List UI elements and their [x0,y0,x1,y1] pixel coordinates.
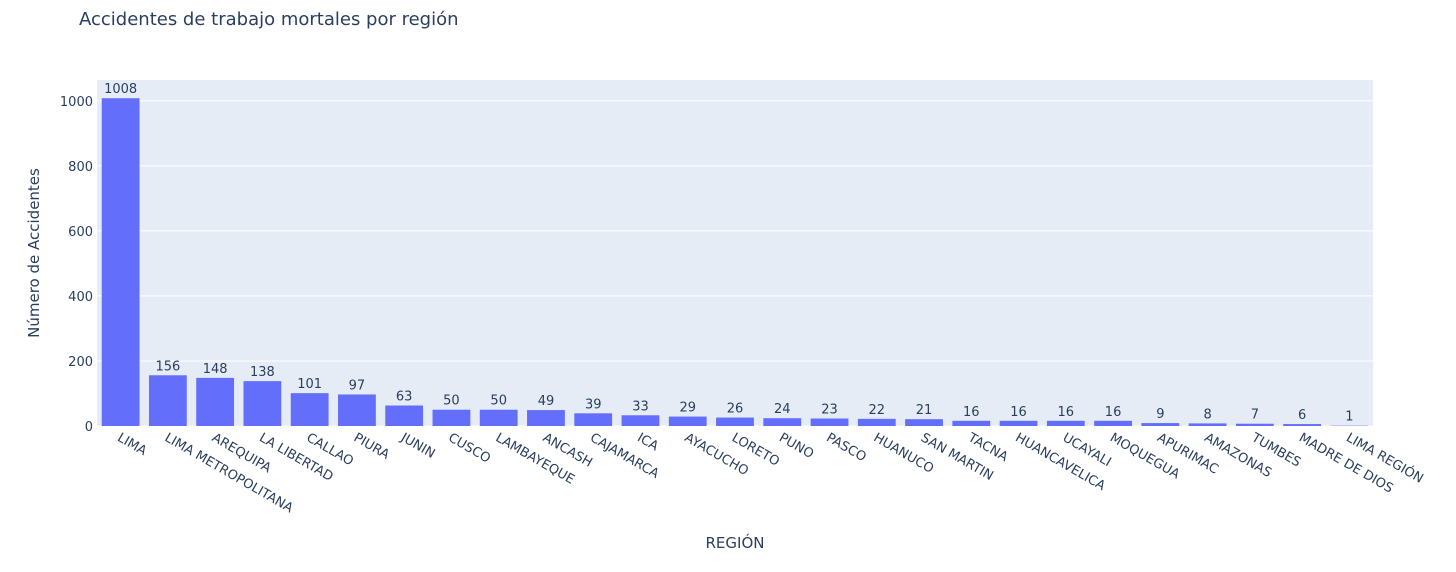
value-label: 9 [1156,407,1164,422]
value-label: 22 [869,403,886,418]
y-axis-title: Número de Accidentes [25,168,43,338]
bar [952,420,991,426]
value-label: 24 [774,402,791,417]
bar [905,419,943,426]
bar [574,413,613,426]
value-label: 50 [443,394,460,409]
plot-area [97,80,1373,426]
value-label: 63 [396,390,413,405]
bar [810,418,849,426]
value-label: 8 [1203,407,1211,422]
chart-title: Accidentes de trabajo mortales por regió… [79,9,459,30]
bar [290,393,329,426]
value-label: 21 [916,403,933,418]
x-tick-label: LIMA [115,430,150,459]
value-label: 29 [679,401,696,416]
value-label: 26 [727,402,744,417]
bar [1188,423,1227,426]
y-tick-label: 0 [85,420,93,435]
bar [621,415,660,426]
bar [1141,423,1180,426]
value-label: 16 [1010,405,1027,420]
value-label: 148 [203,362,228,377]
x-tick-label: PASCO [824,430,869,465]
value-label: 50 [490,394,507,409]
bar [196,377,235,426]
value-label: 7 [1251,408,1259,423]
y-tick-label: 200 [68,355,93,370]
bar [857,418,896,426]
x-tick-label: PIURA [351,430,392,462]
bar [716,417,754,426]
y-tick-label: 1000 [60,95,93,110]
bar [1046,420,1085,426]
value-label: 101 [297,377,322,392]
bar [668,416,707,426]
x-tick-label: ICA [634,430,660,454]
value-label: 97 [349,378,366,393]
bar [385,405,424,426]
bar [479,409,518,426]
bar [243,381,282,426]
bar [1235,423,1274,426]
value-label: 23 [821,403,838,418]
x-axis-title: REGIÓN [706,533,765,552]
x-tick-label: CUSCO [445,430,492,466]
bar [1283,424,1322,426]
value-label: 49 [538,394,555,409]
x-tick-label: PUNO [776,430,816,462]
value-label: 1 [1345,410,1353,425]
y-tick-label: 400 [68,290,93,305]
value-label: 138 [250,365,275,380]
y-tick-label: 800 [68,160,93,175]
x-tick-label: JUNIN [397,430,437,462]
value-label: 6 [1298,408,1306,423]
bar [148,375,187,426]
bar [763,418,802,426]
value-label: 16 [1058,405,1075,420]
bar [101,98,140,427]
value-label: 1008 [104,82,137,97]
value-label: 16 [963,405,980,420]
bar [999,420,1038,426]
bar [1094,420,1132,426]
value-label: 16 [1105,405,1122,420]
value-label: 33 [632,399,649,414]
bar [527,410,565,426]
value-label: 156 [155,359,180,374]
bar [338,394,376,426]
y-tick-label: 600 [68,225,93,240]
value-label: 39 [585,397,602,412]
bar [432,409,471,426]
